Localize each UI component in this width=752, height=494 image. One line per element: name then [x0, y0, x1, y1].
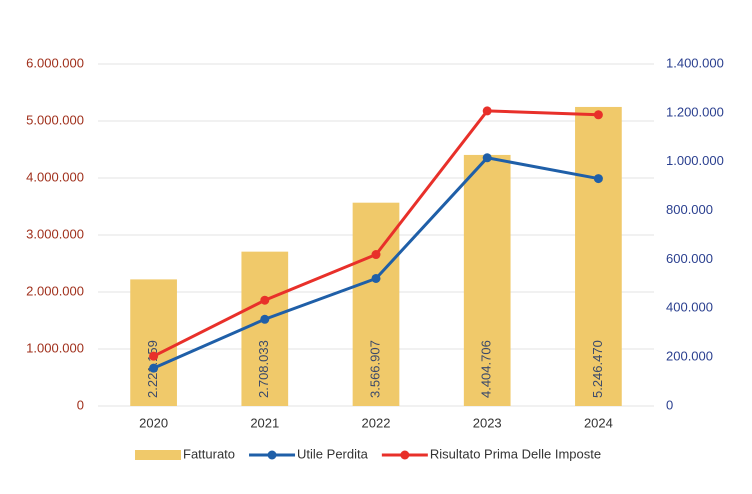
value-label: 4.404.706: [479, 340, 494, 398]
point: [149, 363, 159, 373]
point: [149, 351, 159, 361]
y-tick-label: 1.000.000: [26, 340, 84, 355]
point: [593, 174, 603, 184]
legend-swatch: [400, 450, 410, 460]
legend-label: Utile Perdita: [297, 446, 369, 461]
y-tick-label: 6.000.000: [26, 55, 84, 70]
y2-tick-label: 600.000: [666, 251, 713, 266]
y2-tick-label: 800.000: [666, 202, 713, 217]
point: [482, 153, 492, 163]
y-tick-label: 0: [77, 397, 84, 412]
legend-label: Fatturato: [183, 446, 235, 461]
point: [371, 250, 381, 260]
y-tick-label: 4.000.000: [26, 169, 84, 184]
point: [371, 273, 381, 283]
y-tick-label: 3.000.000: [26, 226, 84, 241]
bar: [241, 251, 289, 406]
point: [482, 106, 492, 116]
point: [593, 110, 603, 120]
bar: [130, 279, 177, 406]
y2-tick-label: 0: [666, 397, 673, 412]
bar: [463, 154, 511, 406]
x-tick-label: 2021: [250, 415, 279, 430]
x-tick-label: 2022: [362, 415, 391, 430]
y2-tick-label: 1.400.000: [666, 55, 724, 70]
y-tick-label: 2.000.000: [26, 283, 84, 298]
point: [260, 314, 270, 324]
y2-tick-label: 200.000: [666, 349, 713, 364]
x-tick-label: 2024: [584, 415, 613, 430]
y2-tick-label: 1.000.000: [666, 153, 724, 168]
legend-swatch: [135, 450, 181, 460]
y2-tick-label: 1.200.000: [666, 104, 724, 119]
legend-label: Risultato Prima Delle Imposte: [430, 446, 601, 461]
value-label: 5.246.470: [590, 340, 605, 398]
bar: [575, 106, 622, 407]
value-label: 3.566.907: [367, 340, 382, 398]
y-tick-label: 5.000.000: [26, 112, 84, 127]
x-tick-label: 2023: [473, 415, 502, 430]
point: [260, 295, 270, 305]
value-label: 2.708.033: [256, 340, 271, 398]
legend-swatch: [267, 450, 277, 460]
x-tick-label: 2020: [139, 415, 168, 430]
y2-tick-label: 400.000: [666, 300, 713, 315]
